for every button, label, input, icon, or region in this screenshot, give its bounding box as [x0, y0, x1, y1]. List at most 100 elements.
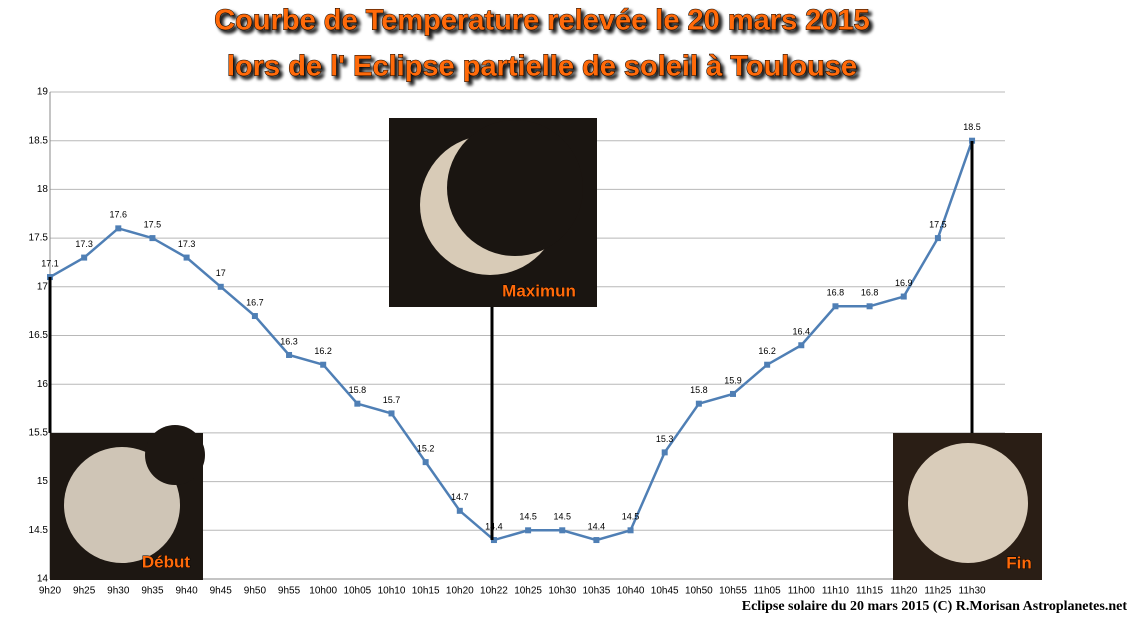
point — [456, 507, 463, 514]
data-label: 16.8 — [861, 288, 879, 298]
x-tick-label: 11h00 — [788, 586, 816, 597]
x-tick-label: 10h00 — [309, 586, 337, 597]
y-tick-label: 18 — [37, 184, 49, 195]
annotation: Maximun — [502, 281, 576, 300]
point — [832, 303, 839, 310]
data-label: 16.2 — [314, 346, 332, 356]
point — [695, 400, 702, 407]
x-tick-label: 11h15 — [856, 586, 884, 597]
photo-maximum — [389, 118, 597, 307]
y-tick-label: 14 — [37, 574, 49, 585]
point — [354, 400, 361, 407]
point — [525, 527, 532, 534]
x-tick-label: 9h35 — [141, 586, 164, 597]
point — [286, 351, 293, 358]
data-label: 15.3 — [656, 434, 674, 444]
plot: 14 14.5 15 15.5 16 16.5 17 17.5 18 18.5 19 9h20 9h25… — [29, 87, 1005, 597]
data-label: 16.8 — [827, 288, 845, 298]
point — [388, 410, 395, 417]
x-tick-label: 10h05 — [343, 586, 371, 597]
y-tick-label: 17.5 — [29, 233, 49, 244]
x-tick-label: 10h45 — [651, 586, 679, 597]
point — [217, 283, 224, 290]
point — [183, 254, 190, 261]
series-line — [49, 140, 974, 542]
y-tick-label: 17 — [37, 281, 49, 292]
data-label: 17.1 — [41, 258, 59, 268]
data-label: 15.9 — [724, 375, 742, 385]
x-tick-label: 11h20 — [890, 586, 918, 597]
data-label: 14.5 — [553, 512, 571, 522]
point — [798, 342, 805, 349]
x-tick-label: 10h10 — [378, 586, 406, 597]
data-label: 16.9 — [895, 278, 913, 288]
x-tick-label: 9h45 — [210, 586, 233, 597]
data-label: 14.5 — [519, 512, 537, 522]
point — [115, 225, 122, 232]
x-tick-label: 9h50 — [244, 586, 267, 597]
x-tick-label: 10h55 — [719, 586, 747, 597]
point — [422, 459, 429, 466]
point — [490, 537, 497, 544]
x-tick-label: 9h25 — [73, 586, 96, 597]
data-label: 17.3 — [178, 239, 196, 249]
data-label: 15.7 — [383, 395, 401, 405]
x-tick-label: 10h35 — [582, 586, 610, 597]
point — [764, 361, 771, 368]
point — [969, 137, 976, 144]
y-tick-label: 15 — [37, 476, 49, 487]
x-tick-label: 9h20 — [39, 586, 62, 597]
data-label: 14.5 — [622, 512, 640, 522]
x-tick-label: 11h25 — [924, 586, 952, 597]
y-tick-label: 18.5 — [29, 135, 49, 146]
data-label: 17 — [216, 268, 226, 278]
point — [81, 254, 88, 261]
point — [866, 303, 873, 310]
data-label: 17.6 — [110, 210, 128, 220]
data-label: 17.5 — [144, 219, 162, 229]
point — [661, 449, 668, 456]
data-label: 16.7 — [246, 297, 264, 307]
x-tick-label: 10h25 — [514, 586, 542, 597]
point — [320, 361, 327, 368]
point — [593, 537, 600, 544]
source: Eclipse solaire du 20 mars 2015 (C) R.Mo… — [742, 599, 1128, 614]
point — [730, 390, 736, 397]
point — [900, 293, 907, 300]
data-label: 15.8 — [349, 385, 367, 395]
data-label: 17.5 — [929, 219, 947, 229]
data-label: 15.8 — [690, 385, 708, 395]
chart-subtitle: lors de l' Eclipse partielle de soleil à… — [227, 51, 857, 83]
x-tick-label: 10h20 — [446, 586, 474, 597]
y-tick-label: 14.5 — [29, 525, 49, 536]
data-label: 17.3 — [75, 239, 93, 249]
point — [149, 235, 156, 242]
data-label: 15.2 — [417, 443, 435, 453]
data-label: 14.4 — [588, 521, 606, 531]
y-tick-label: 19 — [37, 87, 49, 98]
photo-start — [50, 425, 205, 580]
x-tick-label: 9h30 — [107, 586, 130, 597]
annotation: Début — [142, 552, 191, 571]
y-tick-label: 16.5 — [29, 330, 49, 341]
x-tick-label: 10h15 — [412, 586, 440, 597]
x-tick-label: 10h30 — [548, 586, 576, 597]
point — [627, 527, 634, 534]
x-tick-label: 9h40 — [175, 586, 198, 597]
data-label: 14.4 — [485, 521, 503, 531]
data-label: 18.5 — [963, 122, 981, 132]
x-tick-label: 10h50 — [685, 586, 713, 597]
y-tick-label: 15.5 — [29, 428, 49, 439]
x-tick-label: 9h55 — [278, 586, 301, 597]
x-tick-label: 10h22 — [480, 586, 508, 597]
data-label: 16.4 — [793, 327, 811, 337]
point — [559, 527, 566, 534]
point — [251, 313, 258, 320]
data-label: 16.2 — [758, 346, 776, 356]
x-tick-label: 10h40 — [617, 586, 645, 597]
x-tick-label: 11h30 — [959, 586, 987, 597]
annotation: Fin — [1006, 553, 1032, 572]
data-label: 16.3 — [280, 336, 298, 346]
point — [934, 235, 941, 242]
